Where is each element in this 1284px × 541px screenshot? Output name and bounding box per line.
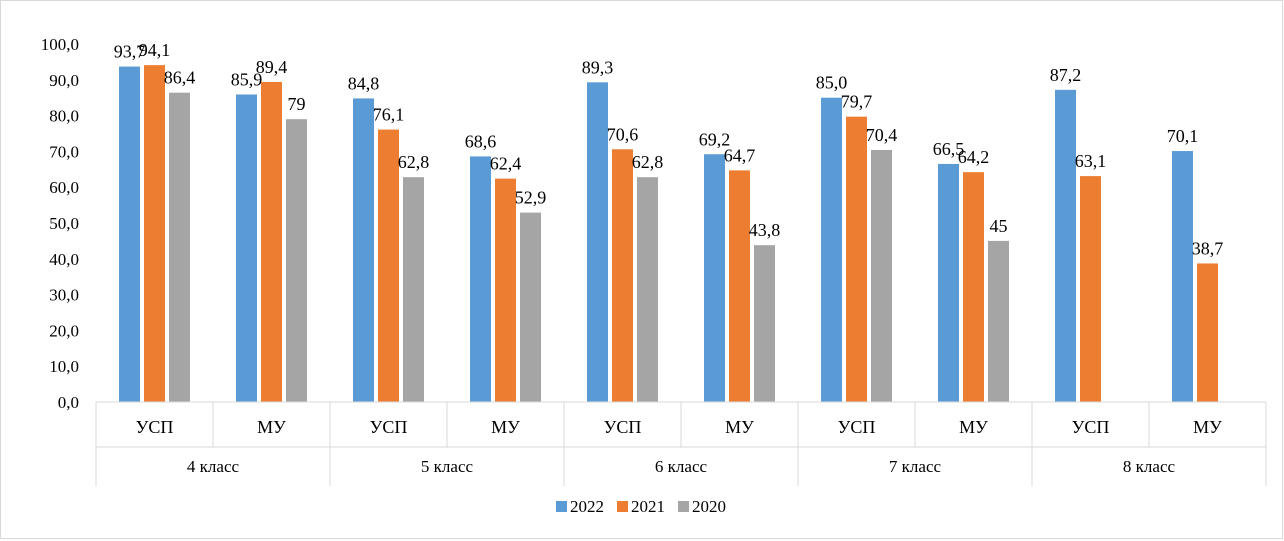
data-label: 68,6 — [465, 131, 497, 151]
category-label: УСП — [838, 417, 876, 437]
bar-2022 — [236, 94, 257, 402]
data-label: 85,9 — [231, 69, 263, 89]
category-label: УСП — [136, 417, 174, 437]
bar-2022 — [119, 66, 140, 402]
data-label: 69,2 — [699, 129, 731, 149]
bar-2022 — [587, 82, 608, 402]
bar-2022 — [704, 154, 725, 402]
category-label: УСП — [1072, 417, 1110, 437]
y-tick-label: 80,0 — [49, 107, 79, 126]
y-tick-label: 50,0 — [49, 214, 79, 233]
bar-2020 — [520, 212, 541, 402]
category-label: МУ — [491, 417, 520, 437]
data-label: 64,2 — [958, 147, 990, 167]
category-label: МУ — [725, 417, 754, 437]
y-tick-label: 100,0 — [41, 35, 79, 54]
bar-2022 — [1055, 89, 1076, 402]
bar-2020 — [403, 177, 424, 402]
data-labels: 93,7 85,9 84,8 68,6 89,3 69,2 85,0 66,5 87,2 70,1… — [114, 40, 1224, 258]
group-label: 6 класс — [655, 457, 708, 476]
y-axis: 0,0 10,0 20,0 30,0 40,0 50,0 60,0 70,0 80,0 90,0 1… — [41, 35, 79, 412]
data-label: 64,7 — [724, 145, 756, 165]
y-tick-label: 90,0 — [49, 71, 79, 90]
bar-2021 — [495, 178, 516, 402]
y-tick-label: 60,0 — [49, 178, 79, 197]
bar-2022 — [470, 156, 491, 402]
group-label: 8 класс — [1123, 457, 1176, 476]
data-label: 66,5 — [933, 139, 965, 159]
y-tick-label: 20,0 — [49, 321, 79, 340]
group-label: 5 класс — [421, 457, 474, 476]
data-label: 63,1 — [1075, 151, 1107, 171]
data-label: 38,7 — [1192, 238, 1224, 258]
category-label: МУ — [257, 417, 286, 437]
y-tick-label: 70,0 — [49, 142, 79, 161]
bar-2020 — [988, 240, 1009, 402]
bar-2022 — [353, 98, 374, 402]
data-label: 85,0 — [816, 73, 848, 93]
legend-label-2021: 2021 — [631, 497, 665, 516]
x-axis: УСП МУ УСП МУ УСП МУ УСП МУ УСП МУ 4 класс 5 класс 6… — [95, 401, 1267, 486]
data-label: 62,8 — [398, 152, 430, 172]
legend-label-2022: 2022 — [570, 497, 604, 516]
bar-2020 — [754, 245, 775, 402]
bar-2021 — [144, 65, 165, 402]
data-label: 79 — [288, 94, 306, 114]
legend-label-2020: 2020 — [692, 497, 726, 516]
category-label: МУ — [1193, 417, 1222, 437]
bar-2020 — [286, 119, 307, 403]
data-label: 89,4 — [256, 57, 288, 77]
bar-2022 — [1172, 151, 1193, 402]
y-tick-label: 30,0 — [49, 286, 79, 305]
data-label: 94,1 — [139, 40, 171, 60]
data-label: 84,8 — [348, 73, 380, 93]
bar-2020 — [169, 92, 190, 403]
bar-2021 — [846, 116, 867, 402]
data-label: 62,8 — [632, 152, 664, 172]
bar-2021 — [261, 81, 282, 402]
data-label: 62,4 — [490, 154, 522, 174]
y-tick-label: 40,0 — [49, 250, 79, 269]
group-label: 4 класс — [187, 457, 240, 476]
legend-swatch-2021 — [617, 501, 628, 512]
y-tick-label: 10,0 — [49, 357, 79, 376]
data-label: 70,4 — [866, 125, 898, 145]
legend: 2022 2021 2020 — [556, 497, 726, 516]
bar-2022 — [821, 97, 842, 402]
bar-2022 — [938, 163, 959, 402]
bar-2021 — [1197, 263, 1218, 402]
data-label: 76,1 — [373, 105, 405, 125]
data-label: 52,9 — [515, 188, 547, 208]
bar-2020 — [637, 177, 658, 402]
legend-swatch-2020 — [678, 501, 689, 512]
legend-swatch-2022 — [556, 501, 567, 512]
bar-2021 — [378, 129, 399, 402]
category-label: УСП — [604, 417, 642, 437]
data-label: 87,2 — [1050, 65, 1082, 85]
data-label: 45 — [990, 216, 1008, 236]
data-label: 70,6 — [607, 124, 639, 144]
y-tick-label: 0,0 — [58, 393, 79, 412]
data-label: 86,4 — [164, 68, 196, 88]
group-label: 7 класс — [889, 457, 942, 476]
data-label: 93,7 — [114, 42, 146, 62]
data-label: 43,8 — [749, 220, 781, 240]
data-label: 70,1 — [1167, 126, 1199, 146]
bar-2021 — [963, 172, 984, 402]
category-label: МУ — [959, 417, 988, 437]
bar-2021 — [729, 170, 750, 402]
bar-2021 — [612, 149, 633, 402]
data-label: 79,7 — [841, 92, 873, 112]
bar-2020 — [871, 149, 892, 402]
bars — [119, 65, 1218, 403]
category-label: УСП — [370, 417, 408, 437]
data-label: 89,3 — [582, 57, 614, 77]
bar-2021 — [1080, 176, 1101, 402]
